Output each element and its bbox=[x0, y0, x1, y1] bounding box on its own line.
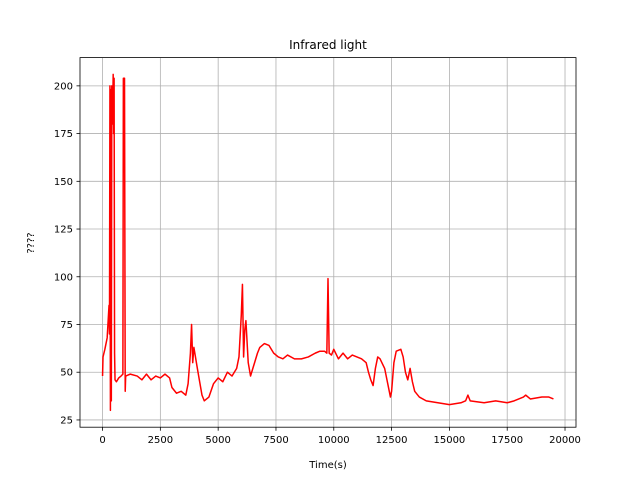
axes-frame bbox=[79, 57, 577, 428]
x-tick-label: 0 bbox=[99, 435, 105, 446]
grid bbox=[80, 57, 576, 428]
y-tick-label: 150 bbox=[54, 177, 73, 188]
y-tick-label: 175 bbox=[54, 129, 73, 140]
y-tick-label: 50 bbox=[60, 368, 73, 379]
x-tick-label: 17500 bbox=[491, 435, 523, 446]
y-tick-label: 125 bbox=[54, 225, 73, 236]
x-tick-label: 20000 bbox=[549, 435, 581, 446]
y-tick-label: 100 bbox=[54, 272, 73, 283]
ticks: 0 2500 5000 7500 10000 12500 15000 17500 20000 25… bbox=[54, 81, 581, 446]
y-axis-label: ???? bbox=[26, 232, 37, 253]
y-tick-label: 25 bbox=[60, 415, 73, 426]
x-tick-label: 10000 bbox=[318, 435, 350, 446]
x-tick-label: 12500 bbox=[376, 435, 408, 446]
y-tick-label: 75 bbox=[60, 320, 73, 331]
plot bbox=[101, 73, 554, 412]
x-tick-label: 7500 bbox=[263, 435, 288, 446]
data-line bbox=[101, 73, 554, 412]
x-tick-label: 2500 bbox=[148, 435, 173, 446]
y-tick-label: 200 bbox=[54, 81, 73, 92]
chart-title: Infrared light bbox=[289, 38, 367, 52]
x-tick-label: 5000 bbox=[205, 435, 230, 446]
x-tick-label: 15000 bbox=[433, 435, 465, 446]
x-axis-label: Time(s) bbox=[308, 460, 347, 471]
